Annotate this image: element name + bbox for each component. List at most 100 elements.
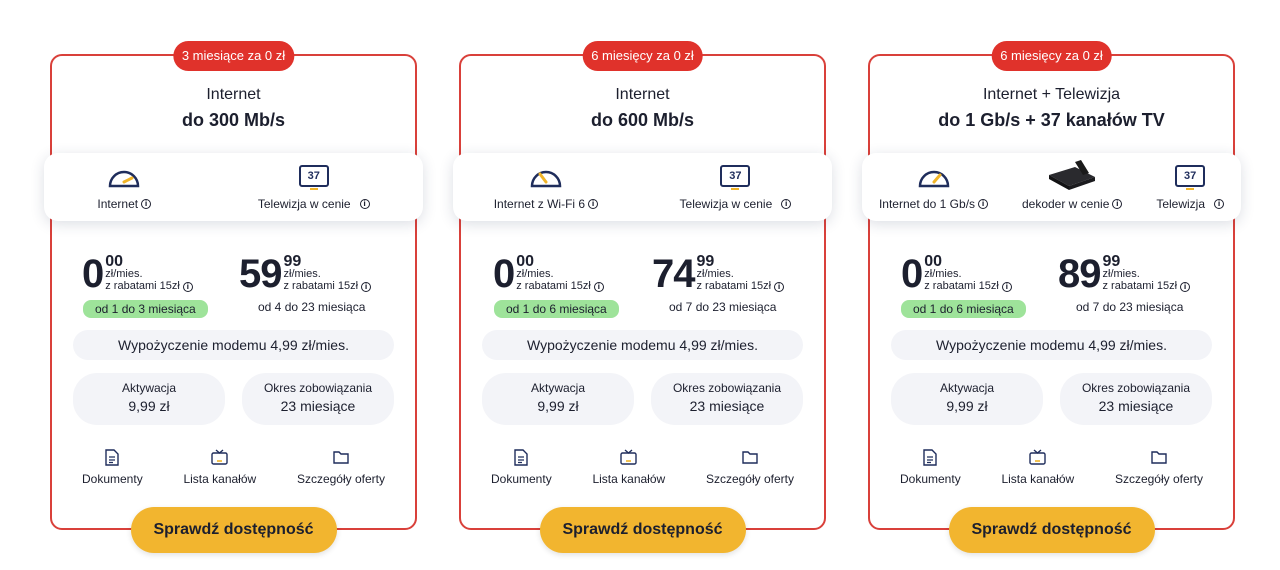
- price-unit: zł/mies.: [696, 268, 734, 280]
- price-regular: 89 99 zł/mies. z rabatami 15zł i: [1058, 252, 1191, 296]
- price-unit: zł/mies.: [516, 268, 554, 280]
- price-cents: 00: [516, 253, 535, 270]
- link-label: Dokumenty: [491, 472, 552, 486]
- price-regular: 59 99 zł/mies. z rabatami 15zł i: [239, 254, 372, 294]
- link-documents[interactable]: Dokumenty: [900, 448, 961, 486]
- price-big: 0: [82, 252, 104, 296]
- link-documents[interactable]: Dokumenty: [82, 448, 143, 486]
- speedometer-icon: [917, 159, 951, 193]
- price-row: 0 00 zł/mies. z rabatami 15zł i od 1 do 6…: [870, 254, 1233, 324]
- activation-fee: Aktywacja 9,99 zł: [891, 373, 1043, 425]
- info-icon[interactable]: i: [359, 199, 370, 209]
- link-label: Dokumenty: [82, 472, 143, 486]
- link-label: Lista kanałów: [1001, 472, 1075, 486]
- price-big: 0: [901, 252, 923, 296]
- price-discount: z rabatami 15zł: [105, 280, 180, 292]
- commitment-period: Okres zobowiązania 23 miesiące: [651, 373, 803, 425]
- commitment-period: Okres zobowiązania 23 miesiące: [242, 373, 394, 425]
- price-discount: z rabatami 15zł: [696, 280, 772, 292]
- info-icon[interactable]: i: [774, 281, 785, 292]
- info-icon[interactable]: i: [1112, 199, 1123, 209]
- info-icon[interactable]: i: [1180, 281, 1191, 292]
- link-channel-list[interactable]: Lista kanałów: [592, 448, 665, 486]
- promo-badge: 6 miesięcy za 0 zł: [991, 41, 1112, 71]
- price-discount: z rabatami 15zł: [924, 280, 999, 292]
- activation-fee: Aktywacja 9,99 zł: [482, 373, 634, 425]
- commitment-period: Okres zobowiązania 23 miesiące: [1060, 373, 1212, 425]
- tv-icon: [211, 448, 229, 466]
- folder-icon: [333, 448, 349, 466]
- link-channel-list[interactable]: Lista kanałów: [1001, 448, 1074, 486]
- activation-value: 9,99 zł: [946, 398, 988, 414]
- price-big: 89: [1058, 252, 1101, 296]
- check-availability-button[interactable]: Sprawdź dostępność: [948, 507, 1155, 553]
- offer-links: Dokumenty Lista kanałów Szczegóły oferty: [900, 448, 1203, 486]
- check-availability-button[interactable]: Sprawdź dostępność: [539, 507, 746, 553]
- link-label: Szczegóły oferty: [705, 472, 794, 486]
- check-availability-button[interactable]: Sprawdź dostępność: [130, 507, 337, 553]
- offer-links: Dokumenty Lista kanałów Szczegóły oferty: [491, 448, 794, 486]
- activation-title: Aktywacja: [530, 381, 586, 395]
- commitment-title: Okres zobowiązania: [263, 381, 373, 395]
- offer-header: Internet do 300 Mb/s: [52, 86, 415, 131]
- info-icon[interactable]: i: [781, 199, 792, 209]
- price-unit: zł/mies.: [1102, 268, 1140, 280]
- commitment-title: Okres zobowiązania: [1081, 381, 1191, 395]
- price-cents: 99: [696, 253, 715, 270]
- activation-title: Aktywacja: [939, 381, 995, 395]
- price-cents: 99: [1102, 253, 1121, 270]
- tv-channels-icon: 37: [720, 159, 751, 193]
- folder-icon: [742, 448, 758, 466]
- price-unit: zł/mies.: [924, 268, 962, 280]
- price-regular: 74 99 zł/mies. z rabatami 15zł i: [652, 253, 785, 294]
- period-text: od 4 do 23 miesiąca: [258, 300, 366, 314]
- link-offer-details[interactable]: Szczegóły oferty: [706, 448, 794, 486]
- offer-card-600: 6 miesięcy za 0 zł Internet do 600 Mb/s …: [453, 41, 832, 553]
- speedometer-icon: [107, 159, 141, 193]
- period-text: od 7 do 23 miesiąca: [1076, 300, 1184, 314]
- link-documents[interactable]: Dokumenty: [491, 448, 552, 486]
- feature-decoder: dekoder w cenie i: [1021, 159, 1123, 211]
- commitment-value: 23 miesiące: [689, 398, 765, 414]
- promo-badge: 6 miesięcy za 0 zł: [582, 41, 703, 71]
- feature-tv: 37 Telewizja i: [1156, 159, 1225, 211]
- activation-value: 9,99 zł: [537, 398, 579, 414]
- info-icon[interactable]: i: [141, 199, 152, 209]
- offer-category: Internet: [615, 86, 670, 103]
- feature-tv: 37 Telewizja w cenie i: [680, 159, 792, 211]
- document-icon: [514, 448, 529, 466]
- price-cents: 00: [105, 253, 124, 270]
- price-discount: z rabatami 15zł: [516, 280, 591, 292]
- info-icon[interactable]: i: [1214, 199, 1225, 209]
- price-intro: 0 00 zł/mies. z rabatami 15zł i: [82, 254, 193, 294]
- info-icon[interactable]: i: [182, 281, 193, 292]
- offer-card-300: 3 miesiące za 0 zł Internet do 300 Mb/s …: [44, 41, 423, 553]
- features-panel: Internet i 37 Telewizja w cenie i: [44, 153, 423, 221]
- info-icon[interactable]: i: [1001, 281, 1012, 292]
- modem-rental: Wypożyczenie modemu 4,99 zł/mies.: [482, 330, 803, 360]
- price-row: 0 00 zł/mies. z rabatami 15zł i od 1 do 3…: [52, 254, 415, 324]
- price-intro: 0 00 zł/mies. z rabatami 15zł i: [901, 254, 1012, 294]
- link-offer-details[interactable]: Szczegóły oferty: [1115, 448, 1203, 486]
- commitment-value: 23 miesiące: [280, 398, 356, 414]
- tv-channels-icon: 37: [1175, 159, 1206, 193]
- offer-name: do 1 Gb/s + 37 kanałów TV: [938, 110, 1165, 130]
- speedometer-icon: [529, 159, 563, 193]
- activation-title: Aktywacja: [121, 381, 177, 395]
- info-icon[interactable]: i: [588, 199, 599, 209]
- link-offer-details[interactable]: Szczegóły oferty: [297, 448, 385, 486]
- offer-header: Internet do 600 Mb/s: [461, 86, 824, 131]
- folder-icon: [1151, 448, 1167, 466]
- period-text: od 7 do 23 miesiąca: [669, 300, 777, 314]
- decoder-icon: [1045, 159, 1099, 193]
- period-badge: od 1 do 6 miesiąca: [901, 300, 1026, 318]
- offer-links: Dokumenty Lista kanałów Szczegóły oferty: [82, 448, 385, 486]
- offer-category: Internet + Telewizja: [982, 86, 1121, 103]
- link-channel-list[interactable]: Lista kanałów: [183, 448, 256, 486]
- info-icon[interactable]: i: [361, 281, 372, 292]
- info-icon[interactable]: i: [978, 199, 989, 209]
- feature-label: Internet do 1 Gb/s: [878, 197, 976, 211]
- info-icon[interactable]: i: [593, 281, 604, 292]
- feature-internet-1gb: Internet do 1 Gb/s i: [878, 159, 989, 211]
- feature-label: dekoder w cenie: [1021, 197, 1110, 211]
